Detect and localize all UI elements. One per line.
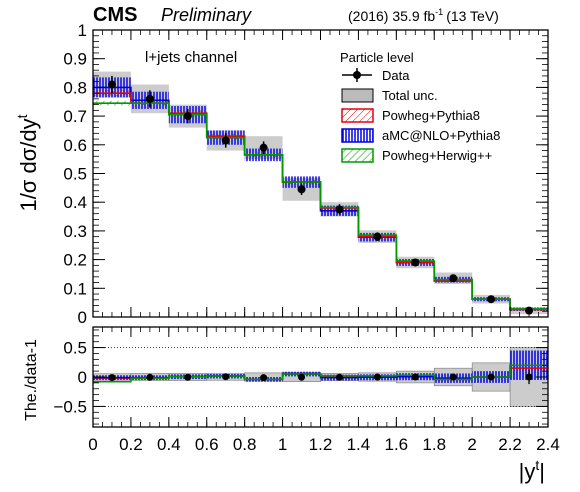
- y-axis-title: 1/σ dσ/dyt: [14, 114, 41, 211]
- phw-swatch: [341, 148, 374, 163]
- y-tick-label: 0.8: [63, 78, 87, 97]
- ratio-data-point: [222, 373, 230, 381]
- data-point: [107, 80, 116, 89]
- ratio-data-point: [373, 373, 381, 381]
- y-tick-label: 0.6: [63, 136, 87, 155]
- legend-label-amc: aMC@NLO+Pythia8: [382, 128, 500, 143]
- main-plot: [93, 71, 548, 315]
- ratio-data-point: [411, 373, 419, 381]
- data-point: [145, 94, 154, 103]
- x-tick-label: 2.4: [536, 435, 560, 454]
- ratio-axis-title: The./data-1: [23, 339, 40, 421]
- ratio-y-tick-label: 0.5: [63, 339, 87, 358]
- x-axis-title: |yt|: [519, 457, 545, 484]
- x-tick-label: 1.4: [347, 435, 371, 454]
- x-tick-label: 1.6: [385, 435, 409, 454]
- y-tick-label: 1: [78, 21, 87, 40]
- ratio-data-point: [449, 373, 457, 381]
- y-tick-label: 0.4: [63, 193, 87, 212]
- preliminary-label: Preliminary: [161, 5, 252, 25]
- data-point: [525, 306, 534, 315]
- y-tick-label: 0.3: [63, 222, 87, 241]
- pp8-swatch: [341, 108, 374, 123]
- x-tick-label: 0.8: [233, 435, 257, 454]
- y-tick-label: 0.7: [63, 107, 87, 126]
- x-tick-label: 0.6: [195, 435, 219, 454]
- y-tick-label: 0: [78, 308, 87, 327]
- ratio-data-point: [335, 373, 343, 381]
- legend-title: Particle level: [340, 50, 414, 65]
- data-point: [449, 274, 458, 283]
- legend-entry-data: Data: [342, 68, 410, 83]
- legend-label-data: Data: [382, 68, 410, 83]
- ratio-data-point: [260, 374, 268, 382]
- legend-label-phw: Powheg+Herwig++: [382, 148, 492, 163]
- channel-label: l+jets channel: [145, 49, 237, 66]
- x-tick-label: 0.2: [119, 435, 143, 454]
- amc-swatch: [341, 128, 374, 143]
- x-tick-label: 0.4: [157, 435, 181, 454]
- data-point: [335, 205, 344, 214]
- data-point: [259, 143, 268, 152]
- y-tick-label: 0.1: [63, 279, 87, 298]
- data-point: [411, 258, 420, 267]
- unc-swatch: [341, 88, 374, 103]
- ratio-phw-line: [93, 364, 548, 383]
- data-point: [221, 136, 230, 145]
- x-tick-label: 2.2: [498, 435, 522, 454]
- cms-label: CMS: [93, 4, 137, 26]
- legend-label-pp8: Powheg+Pythia8: [382, 108, 480, 123]
- data-point: [297, 185, 306, 194]
- ratio-y-tick-label: −0.5: [53, 397, 87, 416]
- legend-label-unc: Total unc.: [382, 88, 438, 103]
- y-tick-label: 0.5: [63, 165, 87, 184]
- main-frame: [92, 29, 549, 318]
- legend-entry-total-unc: Total unc.: [341, 88, 438, 103]
- y-tick-label: 0.9: [63, 50, 87, 69]
- x-tick-label: 1.8: [422, 435, 446, 454]
- x-tick-label: 1: [278, 435, 287, 454]
- legend-entry-powheg-herwig: Powheg+Herwig++: [341, 148, 492, 163]
- legend-entry-powheg-pythia8: Powheg+Pythia8: [341, 108, 480, 123]
- legend: Particle level Data Total unc. Powheg+Py…: [340, 50, 500, 163]
- lumi-label: (2016) 35.9 fb-1 (13 TeV): [348, 7, 499, 24]
- data-point: [487, 295, 496, 304]
- ratio-data-point: [108, 374, 116, 382]
- data-point: [373, 232, 382, 241]
- y-tick-label: 0.2: [63, 251, 87, 270]
- ratio-plot: [92, 347, 549, 407]
- ratio-data-point: [487, 373, 495, 381]
- data-point: [183, 112, 192, 121]
- ratio-data-point: [525, 373, 533, 381]
- axes: 0 0.1 0.2 0.3 0.4 0.5 0.6 0.7 0.8 0.9 1 0 0.2 0.4 0.6 0…: [53, 21, 559, 454]
- x-tick-label: 0: [88, 435, 97, 454]
- x-tick-label: 2: [467, 435, 476, 454]
- ratio-data-point: [184, 373, 192, 381]
- x-tick-label: 1.2: [309, 435, 333, 454]
- ratio-y-tick-label: 0: [78, 368, 87, 387]
- ratio-data-point: [146, 373, 154, 381]
- ratio-data-point: [298, 373, 306, 381]
- phw-step-line: [93, 102, 548, 310]
- data-marker-icon: [353, 71, 361, 79]
- legend-entry-amcnlo: aMC@NLO+Pythia8: [341, 128, 500, 143]
